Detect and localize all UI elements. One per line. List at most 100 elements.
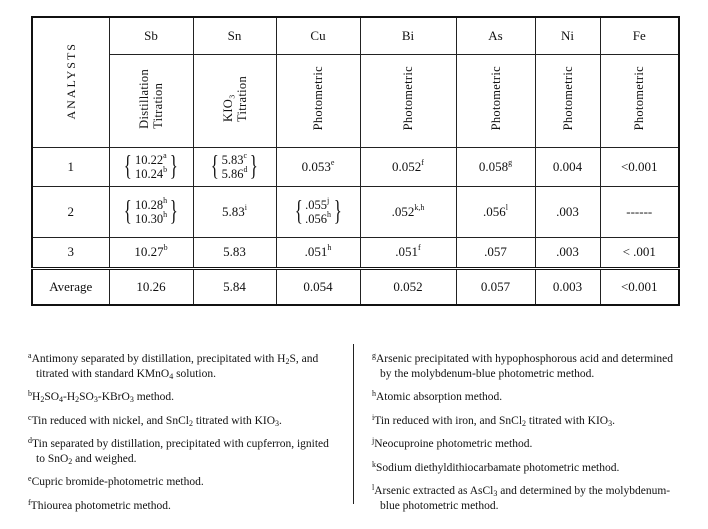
cell-bi: .052k,h (359, 185, 457, 238)
footnote: lArsenic extracted as AsCl3 and determin… (372, 481, 677, 513)
cell-sb: 10.27b (108, 236, 194, 269)
avg-cell: 0.057 (455, 266, 536, 306)
footnote-mark: i (372, 412, 375, 422)
footnote-mark: h (372, 389, 376, 398)
bracketed-values: {10.28h 10.30h} (121, 195, 180, 227)
cell-value: 0.053e (301, 157, 335, 174)
avg-cell: 5.84 (192, 266, 277, 306)
col-header-fe: Fe (599, 16, 680, 55)
right-brace: } (169, 195, 178, 227)
average-row: Average 10.26 5.84 0.054 0.052 0.057 0.0… (31, 266, 680, 306)
cell-value: .051f (395, 243, 421, 260)
avg-cell: 0.052 (359, 266, 457, 306)
analysts-label: ANALYSTS (63, 41, 78, 119)
value-stack: 10.28h 10.30h (134, 195, 168, 226)
left-brace: { (124, 195, 133, 227)
footnote-ref: f (421, 157, 424, 167)
method-label: Distillation Titration (137, 68, 165, 129)
footnotes-right: gArsenic precipitated with hypophosphoro… (372, 349, 677, 519)
footnote: cTin reduced with nickel, and SnCl2 titr… (28, 411, 340, 429)
cell-as: .057 (455, 236, 536, 269)
left-brace: { (210, 150, 219, 182)
cell-ni: .003 (534, 236, 601, 269)
footnote-text: Cupric bromide-photometric method. (31, 476, 204, 488)
footnote: eCupric bromide-photometric method. (28, 472, 340, 490)
analyst-number: 3 (31, 236, 110, 269)
cell-fe: <0.001 (599, 146, 680, 187)
footnote-divider (353, 344, 354, 504)
method-header-bi: Photometric (359, 53, 457, 148)
footnote-ref: g (508, 157, 513, 167)
footnote-text: Arsenic precipitated with hypophosphorou… (376, 353, 674, 380)
cell-value: .056l (483, 202, 508, 219)
value-stack: .055j .056h (305, 196, 331, 226)
cell-sn: {5.83c 5.86d} (192, 146, 277, 187)
footnote: hAtomic absorption method. (372, 387, 677, 405)
cell-cu: 0.053e (275, 146, 361, 187)
cell-sn: 5.83i (192, 185, 277, 238)
cell-value: 10.28h (134, 195, 168, 212)
footnote: dTin separated by distillation, precipit… (28, 434, 340, 466)
footnote-ref: e (330, 157, 335, 167)
right-brace: } (250, 150, 259, 182)
footnote-mark: f (28, 497, 31, 507)
cell-value: 10.27b (134, 243, 168, 260)
cell-value: 0.058g (478, 157, 513, 174)
cell-cu: .051h (275, 236, 361, 269)
cell-as: .056l (455, 185, 536, 238)
cell-value: .057 (484, 244, 507, 259)
analysts-header: ANALYSTS (31, 16, 110, 148)
footnote-ref: b (163, 164, 168, 174)
method-header-cu: Photometric (275, 53, 361, 148)
table-row: 2{10.28h 10.30h} 5.83i{.055j .056h} .052k,h.… (31, 185, 680, 238)
col-header-as: As (455, 16, 536, 55)
cell-value: .051h (304, 243, 332, 260)
method-label: Photometric (488, 66, 503, 131)
footnote: kSodium diethyldithiocarbamate photometr… (372, 458, 677, 476)
method-label: KIO₃ Titration (220, 75, 249, 122)
cell-fe: ------ (599, 185, 680, 238)
cell-value: 0.052f (392, 157, 424, 174)
col-header-bi: Bi (359, 16, 457, 55)
footnote-ref: k,h (414, 202, 425, 212)
cell-ni: 0.004 (534, 146, 601, 187)
footnote: gArsenic precipitated with hypophosphoro… (372, 349, 677, 381)
avg-cell: 0.054 (275, 266, 361, 306)
footnote-mark: l (372, 483, 375, 492)
footnote-ref: h (163, 195, 168, 205)
footnote-ref: a (163, 150, 167, 160)
table-row: 3 10.27b 5.83 .051h .051f .057 .003 < .001 (31, 236, 680, 269)
footnote-ref: l (505, 202, 508, 212)
avg-cell: <0.001 (599, 266, 680, 306)
right-brace: } (333, 195, 342, 227)
footnote-text: Sodium diethyldithiocarbamate photometri… (376, 461, 620, 474)
cell-value: 10.30h (134, 209, 168, 226)
method-header-sn: KIO₃ Titration (192, 53, 277, 148)
table-row: 1{10.22a 10.24b}{5.83c 5.86d} 0.053e 0.052f 0… (31, 146, 680, 187)
method-label: Photometric (311, 66, 325, 131)
method-header-sb: Distillation Titration (108, 53, 194, 148)
footnote-ref: d (243, 164, 248, 174)
footnote: fThiourea photometric method. (28, 496, 340, 514)
right-brace: } (169, 150, 178, 182)
method-label: Photometric (401, 66, 415, 131)
footnote-ref: c (243, 150, 247, 160)
bracketed-values: {10.22a 10.24b} (121, 150, 180, 182)
cell-ni: .003 (534, 185, 601, 238)
col-header-cu: Cu (275, 16, 361, 55)
results-table: ANALYSTS Sb Sn Cu Bi As Ni Fe Distillati… (31, 16, 680, 306)
col-header-sn: Sn (192, 16, 277, 55)
footnote: iTin reduced with iron, and SnCl2 titrat… (372, 411, 677, 429)
avg-cell: 10.26 (108, 266, 194, 306)
footnote-text: Antimony separated by distillation, prec… (31, 353, 319, 381)
cell-fe: < .001 (599, 236, 680, 269)
footnote: bH2SO4-H2SO3-KBrO3 method. (28, 387, 340, 405)
method-header-fe: Photometric (599, 53, 680, 148)
cell-value: 5.83c (221, 150, 247, 167)
bracketed-values: {.055j .056h} (292, 195, 345, 227)
cell-value: .056h (305, 209, 331, 226)
footnote-mark: b (28, 389, 32, 398)
footnote-mark: j (372, 436, 375, 445)
footnote-mark: a (28, 351, 32, 360)
footnote-ref: b (163, 243, 168, 252)
